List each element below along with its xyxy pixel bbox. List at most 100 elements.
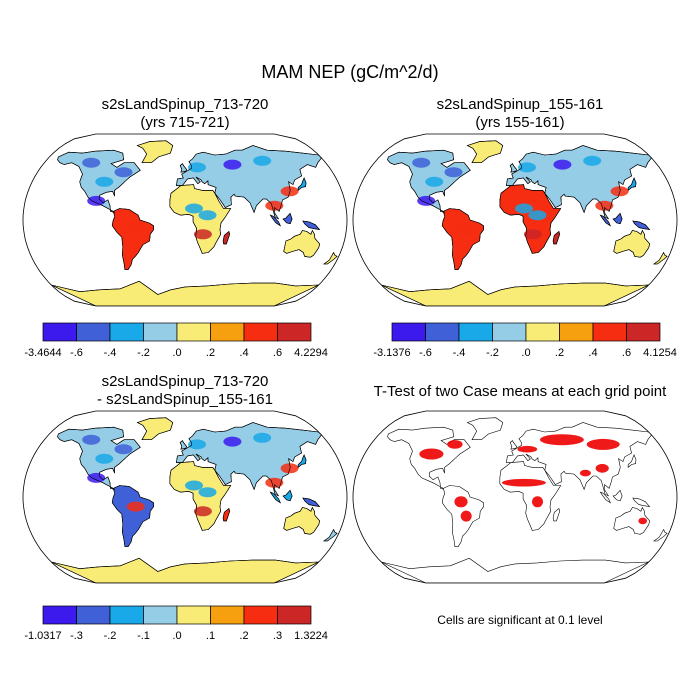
colorbar-box (143, 605, 178, 625)
value-patch (265, 200, 284, 211)
colorbar-box (277, 605, 312, 625)
coastline-new-guinea (302, 497, 321, 508)
land-south-america (441, 208, 484, 270)
value-patch (417, 195, 436, 206)
colorbar-label: .4 (239, 347, 248, 359)
coastline-borneo (282, 489, 293, 502)
land-layer (381, 140, 668, 306)
colorbar-box (143, 322, 178, 342)
land-sumatra (599, 491, 611, 504)
coastline-africa (169, 461, 232, 531)
colorbar-box (243, 605, 278, 625)
coastline-australia (283, 229, 321, 258)
colorbar-box (458, 322, 493, 342)
coastline-north-america (57, 426, 141, 490)
coastline-uk (179, 440, 187, 450)
coastline-antarctica (51, 557, 319, 583)
coastline-madagascar (222, 507, 231, 522)
coastline-japan (297, 454, 307, 469)
value-patch (193, 229, 212, 240)
coastline-new-zealand (323, 251, 338, 265)
coastline-eurasia (506, 145, 652, 220)
panel-2-title-line2: (yrs 155-161) (475, 114, 565, 131)
land-antarctica (51, 280, 319, 306)
value-patch (523, 229, 542, 240)
coastline-sumatra (269, 491, 281, 504)
coastline-antarctica (381, 280, 649, 306)
value-patch (265, 477, 284, 488)
colorbar-box (42, 322, 77, 342)
colorbar-label: -.6 (419, 347, 432, 359)
colorbar-label: -.2 (486, 347, 499, 359)
coastline-uk (179, 163, 187, 173)
significant-region (586, 438, 620, 450)
value-patch (425, 176, 444, 187)
value-patch (280, 186, 299, 197)
colorbar-box (559, 322, 594, 342)
value-patch (253, 432, 272, 443)
coastline-sumatra (269, 214, 281, 227)
value-patch (193, 506, 212, 517)
colorbar-panel-2: -3.1376 -.6 -.4 -.2 .0 .2 .4 .6 4.1254 (373, 322, 677, 359)
value-patch (456, 224, 475, 235)
colorbar-label: .1 (206, 630, 215, 642)
land-new-zealand (653, 528, 668, 542)
coastline-greenland (136, 140, 174, 163)
colorbar-label: .2 (239, 630, 248, 642)
colorbar-box (626, 322, 661, 342)
value-patch (185, 480, 203, 491)
significant-region (638, 517, 648, 525)
coastline-south-america (441, 208, 484, 270)
colorbar-box (425, 322, 460, 342)
significant-region (595, 463, 609, 473)
colorbar-box (76, 605, 111, 625)
value-patch (223, 436, 242, 447)
panel-2-title: s2sLandSpinup_155-161 (yrs 155-161) (355, 96, 685, 132)
value-patch (553, 159, 572, 170)
colorbar-label: -3.1376 (373, 347, 410, 359)
coastline-africa (499, 184, 562, 254)
coastline-eurasia (176, 145, 322, 220)
coastline-eurasia (176, 422, 322, 497)
value-patch (114, 167, 133, 178)
colorbar-panel-1: -3.4644 -.6 -.4 -.2 .0 .2 .4 .6 4.2294 (24, 322, 328, 359)
colorbar-box (42, 605, 77, 625)
coastline-south-america (111, 485, 154, 547)
land-layer (51, 417, 338, 583)
value-patch (280, 463, 299, 474)
value-patch (87, 472, 106, 483)
colorbar-box (525, 322, 560, 342)
significant-region (447, 440, 463, 449)
value-patch (583, 155, 602, 166)
land-layer (51, 140, 338, 306)
colorbar-label: .0 (172, 347, 181, 359)
value-patch (610, 186, 629, 197)
coastline-sumatra (599, 214, 611, 227)
land-japan (627, 454, 637, 469)
land-greenland (466, 417, 504, 440)
land-south-america (111, 208, 154, 270)
value-patch (528, 210, 547, 221)
coastline-new-zealand (323, 528, 338, 542)
coastline-new-guinea (632, 220, 651, 231)
value-patch (87, 195, 106, 206)
colorbar-box (176, 322, 211, 342)
colorbar-label: .2 (555, 347, 564, 359)
colorbar-box (492, 322, 527, 342)
panel-1-title-line1: s2sLandSpinup_713-720 (101, 96, 269, 113)
land-south-america (111, 485, 154, 547)
value-patch (444, 167, 463, 178)
land-uk (509, 440, 517, 450)
value-patch (188, 439, 206, 450)
coastline-madagascar (222, 230, 231, 245)
panel-3-title-line2: - s2sLandSpinup_155-161 (97, 391, 273, 408)
panel-2-title-line1: s2sLandSpinup_155-161 (436, 96, 604, 113)
value-patch (412, 157, 431, 168)
value-patch (515, 203, 533, 214)
value-patch (253, 155, 272, 166)
colorbar-label: .3 (273, 630, 282, 642)
panel-3-title: s2sLandSpinup_713-720 - s2sLandSpinup_15… (25, 373, 345, 409)
panel-1-title-line2: (yrs 715-721) (140, 114, 230, 131)
map-border (22, 133, 348, 307)
colorbar-label: -3.4644 (24, 347, 61, 359)
